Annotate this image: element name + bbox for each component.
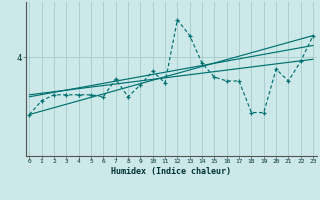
X-axis label: Humidex (Indice chaleur): Humidex (Indice chaleur) — [111, 167, 231, 176]
